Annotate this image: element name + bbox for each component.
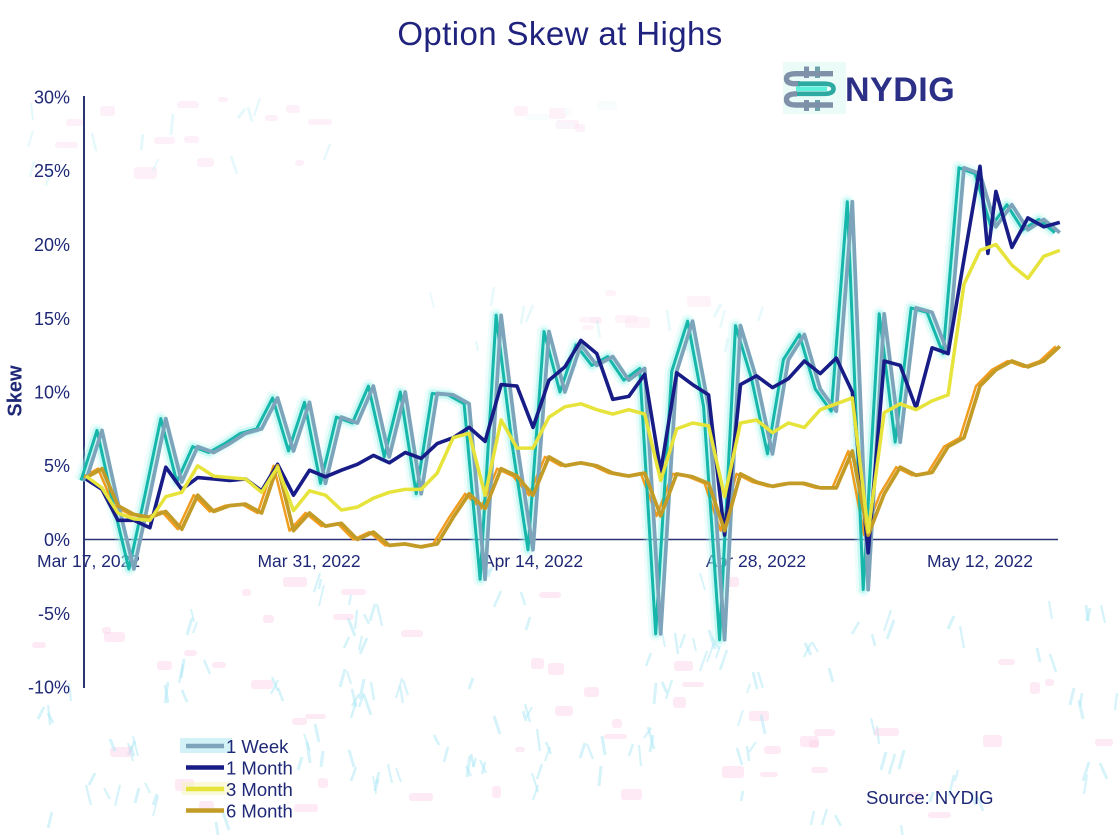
svg-text:Mar 17, 2022: Mar 17, 2022 (37, 551, 140, 571)
svg-text:3 Month: 3 Month (226, 779, 293, 800)
svg-text:6 Month: 6 Month (226, 801, 293, 822)
svg-text:Source: NYDIG: Source: NYDIG (866, 787, 994, 808)
svg-text:Option Skew at Highs: Option Skew at Highs (397, 15, 722, 52)
svg-text:25%: 25% (34, 161, 70, 181)
svg-text:May 12, 2022: May 12, 2022 (927, 551, 1033, 571)
svg-text:1 Week: 1 Week (226, 736, 289, 757)
svg-text:5%: 5% (44, 456, 70, 476)
svg-text:20%: 20% (34, 235, 70, 255)
svg-text:30%: 30% (34, 88, 70, 108)
svg-text:10%: 10% (34, 383, 70, 403)
svg-text:-10%: -10% (28, 678, 70, 698)
svg-text:-5%: -5% (38, 604, 70, 624)
svg-text:Apr 28, 2022: Apr 28, 2022 (706, 551, 806, 571)
svg-text:0%: 0% (44, 530, 70, 550)
svg-text:Mar 31, 2022: Mar 31, 2022 (257, 551, 360, 571)
svg-text:Skew: Skew (5, 365, 27, 417)
svg-text:15%: 15% (34, 309, 70, 329)
svg-text:NYDIG: NYDIG (845, 71, 955, 109)
svg-text:Apr 14, 2022: Apr 14, 2022 (483, 551, 583, 571)
svg-text:1 Month: 1 Month (226, 758, 293, 779)
